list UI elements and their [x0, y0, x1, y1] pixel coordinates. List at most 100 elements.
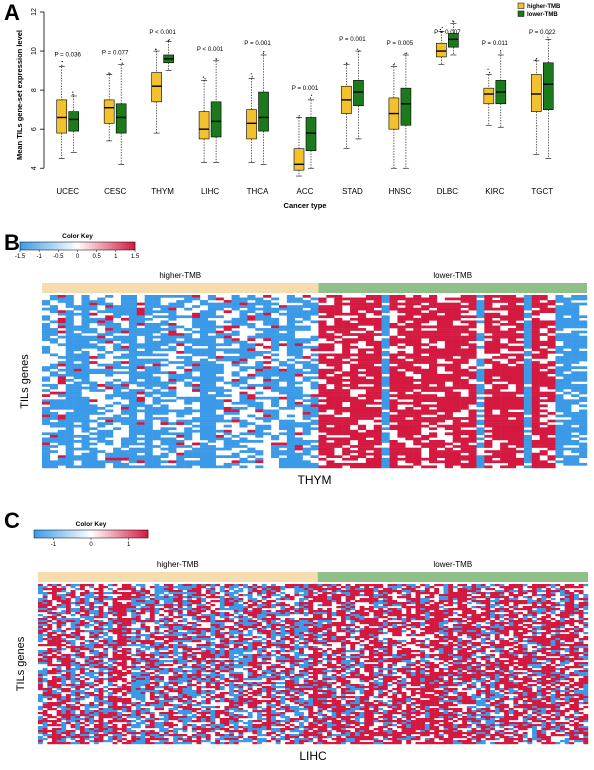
heatmap-cell — [126, 688, 132, 691]
heatmap-cell — [98, 658, 104, 661]
heatmap-cell — [531, 373, 540, 377]
heatmap-cell — [357, 399, 367, 403]
heatmap-cell — [508, 310, 517, 314]
heatmap-cell — [57, 381, 66, 385]
heatmap-cell — [405, 363, 414, 367]
heatmap-cell — [579, 432, 588, 436]
heatmap-cell — [571, 450, 580, 453]
heatmap-cell — [84, 720, 90, 723]
heatmap-cell — [231, 409, 240, 413]
heatmap-cell — [318, 358, 327, 362]
heatmap-cell — [508, 401, 517, 405]
heatmap-cell — [302, 427, 311, 431]
heatmap-cell — [65, 664, 71, 667]
heatmap-cell — [326, 452, 335, 456]
heatmap-cell — [326, 399, 335, 403]
heatmap-cell — [231, 455, 240, 459]
heatmap-cell — [334, 376, 343, 380]
heatmap-cell — [75, 626, 81, 629]
heatmap-cell — [547, 381, 556, 385]
heatmap-cell — [500, 368, 509, 372]
heatmap-cell — [555, 312, 564, 316]
heatmap-cell — [460, 445, 469, 448]
heatmap-cell — [571, 440, 580, 443]
heatmap-cell — [278, 445, 288, 448]
heatmap-cell — [223, 328, 232, 331]
heatmap-cell — [56, 686, 62, 689]
heatmap-cell — [140, 692, 146, 695]
heatmap-cell — [103, 650, 109, 653]
heatmap-cell — [160, 409, 169, 413]
heatmap-cell — [98, 704, 104, 707]
heatmap-cell — [42, 660, 48, 663]
heatmap-cell — [508, 412, 517, 415]
heatmap-cell — [484, 381, 493, 385]
heatmap-cell — [294, 310, 303, 314]
heatmap-cell — [89, 656, 95, 659]
outlier-point — [487, 68, 489, 70]
heatmap-cell — [326, 371, 335, 375]
heatmap-cell — [302, 429, 311, 433]
heatmap-cell — [81, 427, 90, 431]
heatmap-cell — [223, 338, 232, 341]
heatmap-cell — [460, 338, 469, 341]
heatmap-cell — [571, 333, 580, 336]
heatmap-cell — [444, 363, 453, 367]
heatmap-cell — [117, 612, 123, 615]
y-tick-label: 4 — [31, 166, 38, 170]
heatmap-cell — [70, 584, 76, 587]
heatmap-cell — [231, 356, 240, 359]
heatmap-cell — [334, 300, 343, 303]
heatmap-cell — [131, 716, 137, 719]
heatmap-cell — [515, 457, 525, 461]
heatmap-cell — [397, 429, 406, 433]
heatmap-cell — [381, 437, 390, 441]
outlier-point — [356, 48, 359, 50]
heatmap-cell — [42, 462, 51, 466]
heatmap-cell — [65, 302, 74, 306]
heatmap-cell — [357, 414, 367, 418]
heatmap-cell — [421, 307, 430, 311]
heatmap-cell — [199, 406, 209, 410]
heatmap-cell — [484, 419, 493, 423]
heatmap-cell — [555, 386, 564, 390]
heatmap-cell — [61, 742, 67, 745]
heatmap-cell — [75, 600, 81, 603]
heatmap-cell — [286, 310, 295, 314]
heatmap-cell — [342, 340, 351, 344]
heatmap-cell — [263, 412, 272, 415]
heatmap-cell — [107, 628, 113, 631]
heatmap-cell — [492, 315, 501, 319]
heatmap-cell — [93, 726, 99, 729]
heatmap-cell — [112, 714, 118, 717]
heatmap-cell — [373, 312, 382, 316]
heatmap-cell — [73, 455, 82, 459]
heatmap-cell — [160, 399, 169, 403]
heatmap-cell — [98, 586, 104, 589]
heatmap-cell — [97, 340, 106, 344]
heatmap-cell — [160, 363, 169, 367]
heatmap-cell — [444, 297, 453, 301]
heatmap-cell — [334, 378, 343, 382]
heatmap-cell — [555, 325, 564, 329]
heatmap-cell — [373, 325, 382, 329]
heatmap-cell — [555, 335, 564, 339]
heatmap-cell — [476, 307, 485, 311]
heatmap-cell — [144, 427, 153, 431]
heatmap-cell — [93, 742, 99, 745]
heatmap-cell — [460, 404, 469, 408]
heatmap-cell — [176, 295, 185, 298]
heatmap-cell — [318, 419, 327, 423]
heatmap-cell — [107, 640, 113, 643]
heatmap-cell — [65, 658, 71, 661]
heatmap-cell — [571, 320, 580, 324]
heatmap-cell — [531, 462, 540, 466]
heatmap-cell — [326, 460, 335, 464]
heatmap-cell — [49, 340, 58, 344]
heatmap-cell — [42, 335, 51, 339]
heatmap-cell — [429, 417, 438, 420]
heatmap-cell — [429, 386, 438, 390]
heatmap-cell — [49, 424, 58, 428]
heatmap-cell — [365, 330, 374, 334]
